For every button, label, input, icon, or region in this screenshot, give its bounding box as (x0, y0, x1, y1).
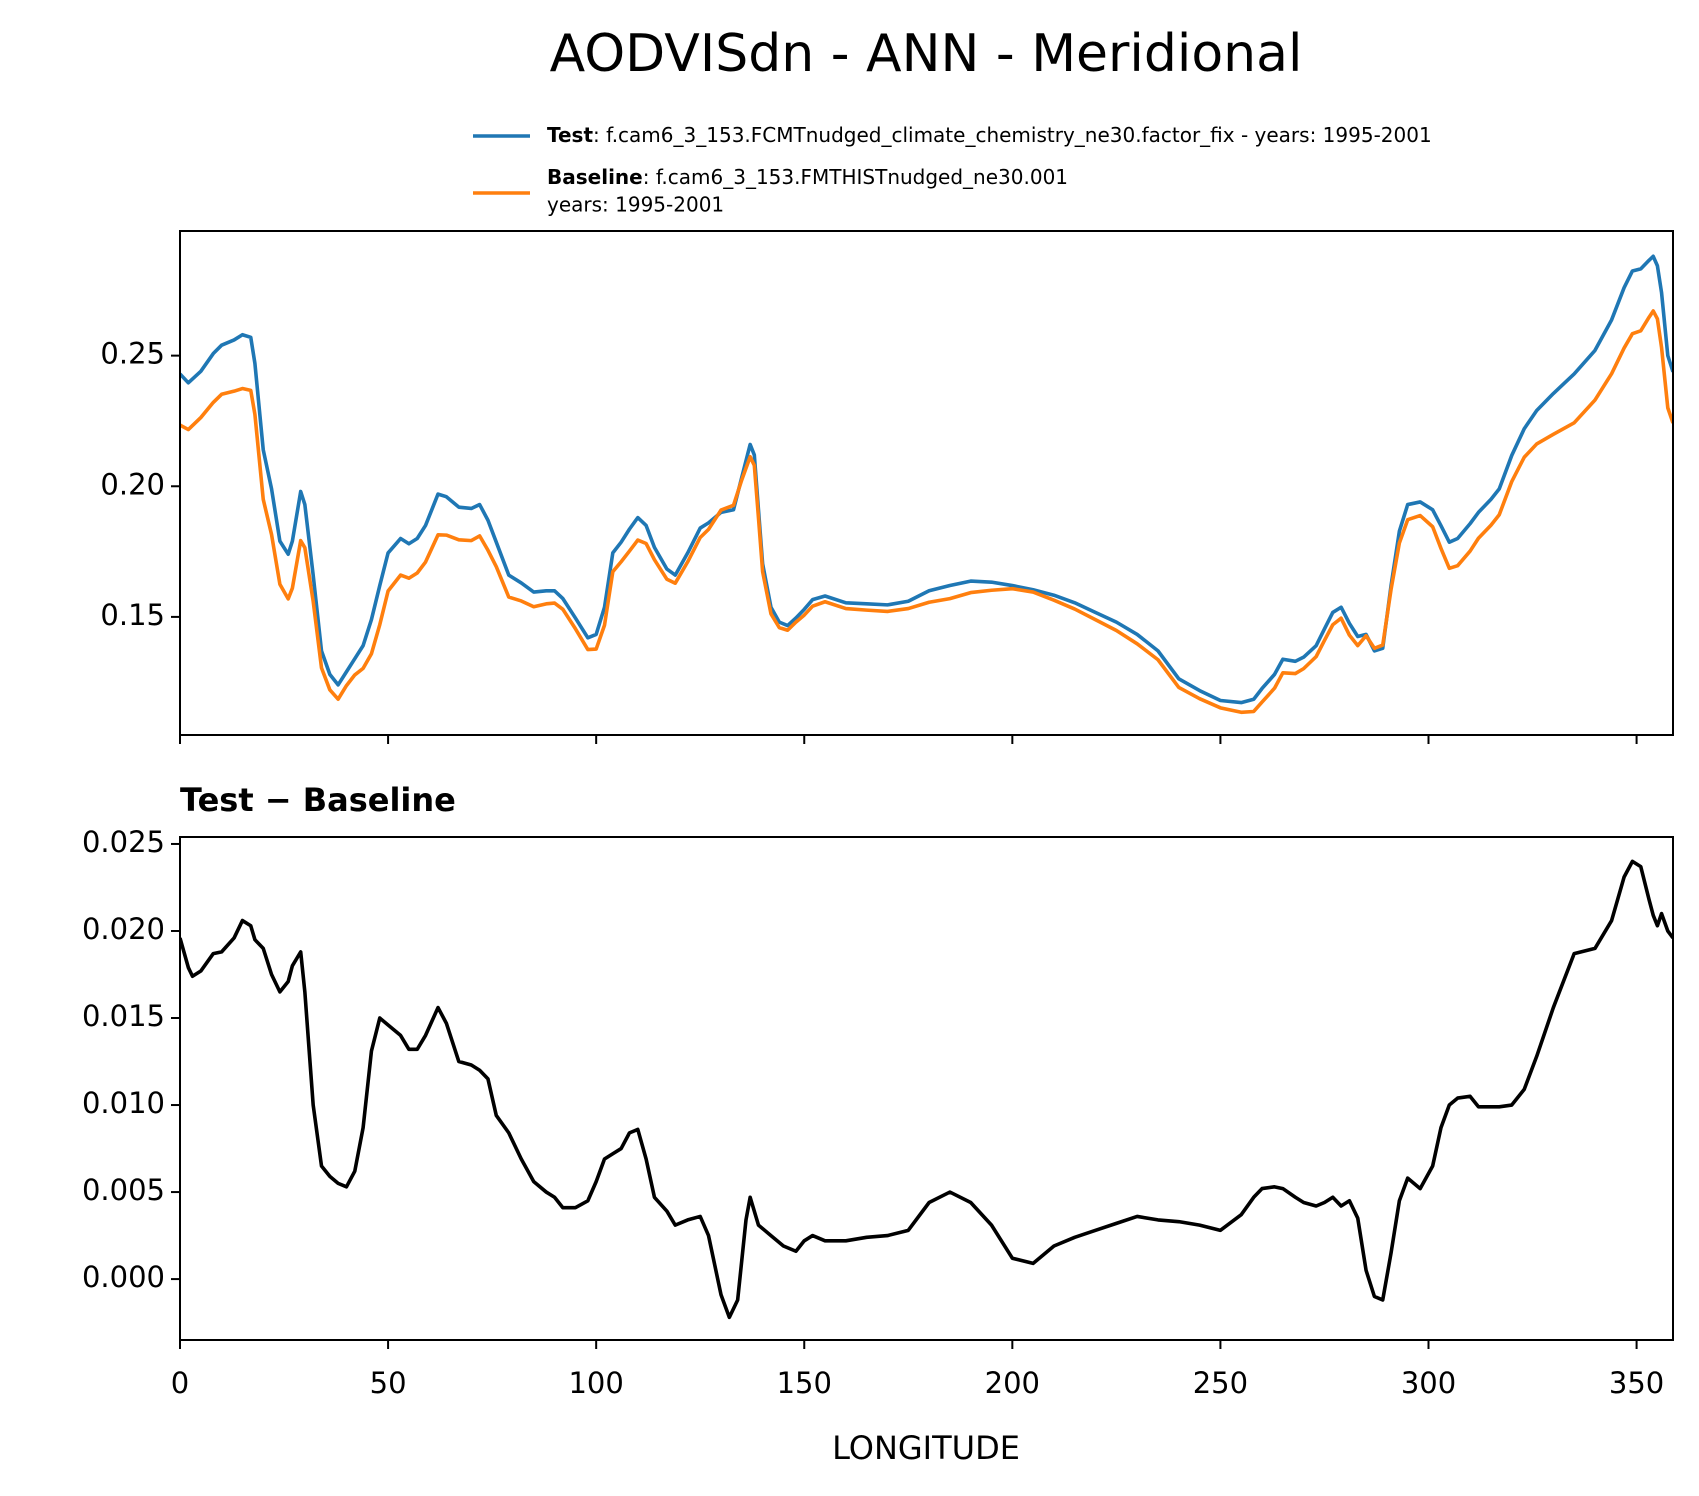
y-tick-label: 0.020 (82, 912, 165, 946)
x-tick-label: 50 (370, 1366, 407, 1400)
y-tick-label: 0.005 (82, 1173, 165, 1207)
data-line (180, 254, 1673, 705)
legend-label: Baseline: f.cam6_3_153.FMTHISTnudged_ne3… (547, 165, 1068, 189)
legend-text: : f.cam6_3_153.FMTHISTnudged_ne30.001 (643, 165, 1068, 189)
axes-frame (179, 836, 1674, 1341)
x-tick-label: 150 (777, 1366, 832, 1400)
chart-title: AODVISdn - ANN - Meridional (550, 24, 1303, 84)
axes-frame (179, 230, 1674, 736)
legend-name: Test (547, 123, 593, 147)
panel-subtitle: Test − Baseline (180, 781, 456, 819)
x-tick-label: 350 (1609, 1366, 1664, 1400)
y-tick-label: 0.000 (82, 1260, 165, 1294)
legend-text: : f.cam6_3_153.FCMTnudged_climate_chemis… (593, 123, 1432, 147)
x-axis-label: LONGITUDE (832, 1429, 1020, 1467)
legend-text: years: 1995-2001 (547, 193, 724, 217)
x-tick-label: 100 (568, 1366, 623, 1400)
x-tick-label: 250 (1193, 1366, 1248, 1400)
legend-name: Baseline (547, 165, 643, 189)
y-tick-label: 0.015 (82, 999, 165, 1033)
y-tick-label: 0.20 (100, 467, 165, 501)
y-tick-label: 0.010 (82, 1086, 165, 1120)
plot-area (180, 859, 1673, 1320)
x-tick-label: 300 (1401, 1366, 1456, 1400)
data-line (180, 309, 1673, 715)
x-tick-label: 200 (985, 1366, 1040, 1400)
plot-area (180, 254, 1673, 715)
y-tick-label: 0.15 (100, 598, 165, 632)
x-tick-label: 0 (171, 1366, 189, 1400)
y-tick-label: 0.025 (82, 825, 165, 859)
y-tick-label: 0.25 (100, 337, 165, 371)
legend-label: Test: f.cam6_3_153.FCMTnudged_climate_ch… (547, 123, 1432, 147)
data-line (180, 859, 1673, 1320)
